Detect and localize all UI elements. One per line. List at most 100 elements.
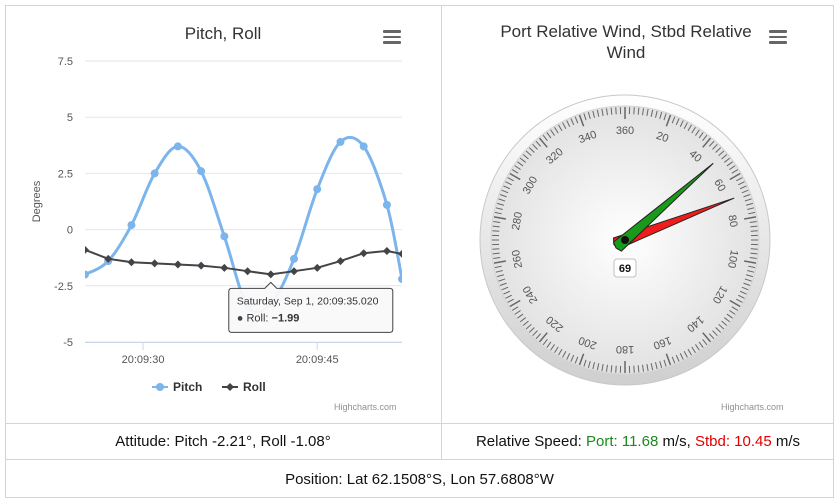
- gauge-minor-tick: [498, 198, 506, 202]
- gauge-minor-tick: [702, 134, 708, 142]
- gauge-minor-tick: [566, 120, 571, 127]
- speed-label: Relative Speed:: [475, 433, 587, 450]
- gauge-major-tick: [538, 332, 548, 343]
- tooltip-value: −1.99: [272, 312, 300, 324]
- gauge-minor-tick: [687, 124, 692, 132]
- gauge-minor-tick: [495, 207, 503, 211]
- gauge-major-tick: [729, 172, 741, 181]
- stbd-speed-value: Stbd: 10.45: [694, 433, 772, 450]
- gauge-minor-tick: [691, 346, 696, 354]
- gauge-minor-tick: [495, 269, 503, 273]
- pitch-data-point: [150, 169, 159, 178]
- roll-data-point: [313, 263, 322, 272]
- pitch-data-point: [398, 275, 402, 284]
- gauge-minor-tick: [659, 360, 663, 368]
- gauge-minor-tick: [741, 189, 749, 194]
- pitch-data-point: [197, 167, 206, 176]
- gauge-minor-tick: [743, 194, 751, 198]
- gauge-minor-tick: [750, 252, 758, 255]
- chart-menu-button[interactable]: [769, 30, 787, 44]
- gauge-minor-tick: [650, 109, 654, 117]
- gauge-major-tick: [665, 114, 672, 127]
- gauge-minor-tick: [558, 348, 563, 356]
- highcharts-credits-link[interactable]: Highcharts.com: [334, 402, 397, 412]
- gauge-minor-tick: [503, 290, 511, 295]
- roll-data-point: [173, 260, 182, 269]
- gauge-minor-tick: [736, 298, 743, 303]
- tooltip-bullet: ●: [237, 312, 247, 324]
- gauge-major-tick: [493, 216, 506, 220]
- gauge-tick-label: 180: [616, 343, 634, 355]
- gauge-minor-tick: [741, 286, 749, 291]
- gauge-minor-tick: [501, 286, 509, 291]
- gauge-minor-tick: [721, 154, 728, 160]
- gauge-minor-tick: [528, 327, 535, 333]
- gauge-tick-label: 100: [725, 249, 740, 269]
- gauge-minor-tick: [695, 129, 700, 136]
- gauge-minor-tick: [505, 294, 512, 299]
- gauge-minor-tick: [748, 211, 756, 215]
- gauge-minor-tick: [574, 116, 579, 124]
- gauge-minor-tick: [749, 257, 757, 260]
- gauge-minor-tick: [750, 225, 758, 228]
- hamburger-menu-icon-bar: [769, 41, 787, 44]
- gauge-minor-tick: [695, 344, 700, 351]
- port-speed-value: Port: 11.68: [586, 433, 659, 450]
- gauge-minor-tick: [723, 157, 731, 163]
- pitch-data-point: [85, 270, 89, 279]
- gauge-minor-tick: [663, 359, 667, 367]
- gauge-minor-tick: [542, 134, 548, 142]
- pitch-data-point: [336, 137, 345, 146]
- gauge-major-tick: [702, 137, 712, 148]
- gauge-minor-tick: [596, 363, 600, 371]
- hamburger-menu-icon: [383, 30, 401, 33]
- gauge-minor-tick: [554, 126, 559, 134]
- gauge-minor-tick: [637, 107, 640, 115]
- y-tick-label: -5: [63, 337, 73, 349]
- gauge-minor-tick: [592, 362, 596, 370]
- gauge-minor-tick: [691, 126, 696, 134]
- pitch-roll-chart[interactable]: Pitch, Roll Degrees 7.5 5 2.5 0 -2.5 -5 20:09:30…: [5, 5, 442, 423]
- hamburger-menu-icon-bar: [383, 35, 401, 38]
- gauge-minor-tick: [687, 348, 692, 356]
- gauge-minor-tick: [698, 341, 704, 348]
- gauge-tick-label: 20: [655, 130, 671, 145]
- roll-data-point: [266, 270, 275, 279]
- gauge-minor-tick: [570, 354, 575, 362]
- gauge-minor-tick: [601, 108, 604, 117]
- position-text: Position: Lat 62.1508°S, Lon 57.6808°W: [285, 470, 554, 488]
- gauge-minor-tick: [562, 351, 567, 358]
- gauge-minor-tick: [605, 108, 608, 116]
- gauge-minor-tick: [739, 185, 747, 190]
- gauge-minor-tick: [610, 365, 613, 373]
- chart-title: Pitch, Roll: [185, 24, 262, 43]
- gauge-minor-tick: [745, 202, 753, 206]
- gauge-minor-tick: [715, 327, 722, 333]
- gauge-minor-tick: [744, 278, 752, 282]
- gauge-minor-tick: [650, 363, 654, 371]
- gauge-minor-tick: [517, 161, 524, 167]
- gauge-ticks: [492, 107, 758, 373]
- tooltip-date: Saturday, Sep 1, 20:09:35.020: [237, 295, 379, 307]
- pitch-data-point: [290, 254, 299, 263]
- gauge-minor-tick: [745, 274, 753, 278]
- y-tick-label: 2.5: [58, 168, 73, 180]
- chart-menu-button[interactable]: [383, 30, 401, 44]
- legend-roll-label[interactable]: Roll: [243, 380, 266, 394]
- dashboard-frame: [5, 5, 834, 498]
- highcharts-credits-link[interactable]: Highcharts.com: [721, 402, 784, 412]
- chart-title-line2: Wind: [607, 43, 646, 62]
- gauge-major-tick: [665, 353, 672, 366]
- gauge-minor-tick: [535, 140, 542, 147]
- port-wind-needle: [612, 162, 714, 252]
- gauge-tick-label: 360: [616, 125, 634, 137]
- gauge-minor-tick: [522, 320, 529, 326]
- gauge-minor-tick: [748, 265, 756, 269]
- gauge-minor-tick: [749, 220, 757, 223]
- wind-gauge-chart[interactable]: Port Relative Wind, Stbd Relative Wind 360…: [442, 5, 834, 423]
- legend-pitch-label[interactable]: Pitch: [173, 380, 202, 394]
- gauge-minor-tick: [679, 353, 684, 360]
- gauge-minor-tick: [731, 169, 739, 174]
- gauge-minor-tick: [731, 306, 739, 311]
- gauge-minor-tick: [708, 333, 715, 340]
